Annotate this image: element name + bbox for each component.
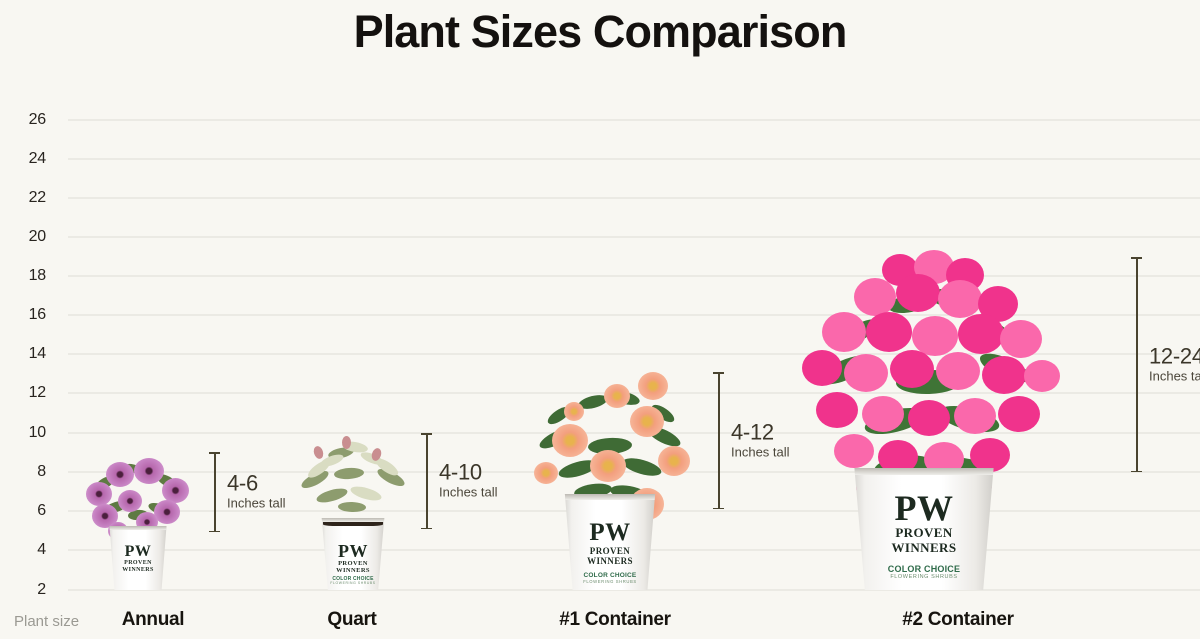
measure-text: 4-12 Inches tall: [731, 420, 790, 461]
measure-range: 4-6: [227, 470, 258, 496]
y-axis-tick: 12: [28, 384, 47, 401]
y-axis-tick: 4: [37, 541, 46, 558]
plant-container-1: PW PROVEN WINNERS COLOR CHOICE FLOWERING…: [518, 366, 702, 590]
measure-cap-bottom: [713, 507, 724, 509]
pot-brand-line2: WINNERS: [891, 539, 957, 555]
measure-text: 4-6 Inches tall: [227, 472, 286, 513]
category-label-container-2: #2 Container: [902, 609, 1014, 630]
gridline: [68, 158, 1200, 160]
measure-unit: Inches tall: [1149, 368, 1200, 384]
gridline: [68, 275, 1200, 277]
measure-unit: Inches tall: [731, 444, 790, 460]
plant-annual: PW PROVEN WINNERS: [78, 448, 198, 590]
measure-text: 12-24 Inches tall: [1149, 344, 1200, 385]
y-axis-tick: 8: [37, 463, 46, 480]
pot-brand-line1: PROVEN: [124, 560, 152, 566]
measure-range: 12-24: [1149, 343, 1200, 369]
pot-color-choice: COLOR CHOICE: [887, 564, 961, 574]
y-axis-tick: 24: [28, 150, 47, 167]
measure-stem: [426, 433, 428, 529]
measure-range: 4-12: [731, 419, 774, 445]
measure-stem: [718, 372, 720, 509]
pot-color-choice-sub: FLOWERING SHRUBS: [890, 574, 958, 580]
measure-unit: Inches tall: [439, 484, 498, 500]
pot-color-choice-sub: FLOWERING SHRUBS: [330, 581, 376, 585]
gridline: [68, 197, 1200, 199]
measure-stem: [214, 452, 216, 532]
gridline: [68, 589, 1200, 591]
measure-cap-bottom: [421, 527, 432, 529]
y-axis-tick: 18: [28, 267, 47, 284]
pot-brand-line2: WINNERS: [122, 566, 154, 573]
gridline: [68, 119, 1200, 121]
y-axis-tick: 20: [28, 228, 47, 245]
gridline: [68, 314, 1200, 316]
pot-brand-name: PROVEN WINNERS: [854, 525, 993, 556]
measure-unit: Inches tall: [227, 495, 286, 511]
category-label-container-1: #1 Container: [559, 609, 671, 630]
pot-rim: [564, 494, 656, 500]
gridline: [68, 353, 1200, 355]
measure-text: 4-10 Inches tall: [439, 461, 498, 502]
category-label-quart: Quart: [327, 609, 377, 630]
category-label-annual: Annual: [121, 609, 185, 630]
measure-cap-bottom: [209, 530, 220, 532]
y-axis-tick: 14: [28, 345, 47, 362]
plant-container-2: PW PROVEN WINNERS COLOR CHOICE FLOWERING…: [778, 250, 1070, 590]
pot-brand-name: PROVEN WINNERS: [565, 546, 655, 567]
pot-brand-line1: PROVEN: [589, 546, 631, 556]
y-axis-tick: 6: [37, 502, 46, 519]
pot-rim: [321, 518, 385, 523]
measure-range: 4-10: [439, 459, 482, 485]
pot-container-1: PW PROVEN WINNERS COLOR CHOICE FLOWERING…: [564, 494, 656, 590]
pot-annual: PW PROVEN WINNERS: [109, 526, 167, 590]
page-title: Plant Sizes Comparison: [353, 6, 848, 57]
y-axis-tick: 2: [37, 581, 46, 598]
gridline: [68, 236, 1200, 238]
measure-stem: [1136, 257, 1138, 472]
measure-cap-bottom: [1131, 470, 1142, 472]
pot-rim: [854, 468, 994, 476]
pot-brand-line2: WINNERS: [587, 556, 633, 567]
pot-brand-line2: WINNERS: [336, 567, 370, 575]
pot-brand-logo: PW: [124, 543, 152, 560]
pot-container-2: PW PROVEN WINNERS COLOR CHOICE FLOWERING…: [854, 468, 994, 590]
pot-brand-logo: PW: [338, 541, 368, 561]
plant-quart: PW PROVEN WINNERS COLOR CHOICE FLOWERING…: [290, 434, 416, 590]
y-axis-tick: 22: [28, 189, 47, 206]
pot-brand-line1: PROVEN: [895, 525, 953, 540]
y-axis-tick: 10: [28, 424, 47, 441]
pot-brand-logo: PW: [894, 488, 954, 528]
plot-area: 26 24 22 20 18 16 14 12 10 8 6 4 2: [28, 111, 1200, 598]
pot-color-choice-sub: FLOWERING SHRUBS: [583, 579, 637, 584]
pot-brand-name: PROVEN WINNERS: [109, 560, 166, 574]
pot-color-choice: COLOR CHOICE: [583, 572, 637, 579]
pot-brand-logo: PW: [589, 519, 631, 546]
y-axis-tick: 26: [28, 111, 47, 128]
axis-label-plant-size: Plant size: [14, 613, 80, 630]
pot-brand-name: PROVEN WINNERS: [322, 560, 385, 575]
pot-color-choice: COLOR CHOICE: [332, 576, 374, 582]
pot-brand-line1: PROVEN: [338, 560, 368, 567]
pot-quart: PW PROVEN WINNERS COLOR CHOICE FLOWERING…: [321, 518, 385, 590]
pot-rim: [109, 526, 167, 530]
y-axis-tick: 16: [28, 306, 47, 323]
